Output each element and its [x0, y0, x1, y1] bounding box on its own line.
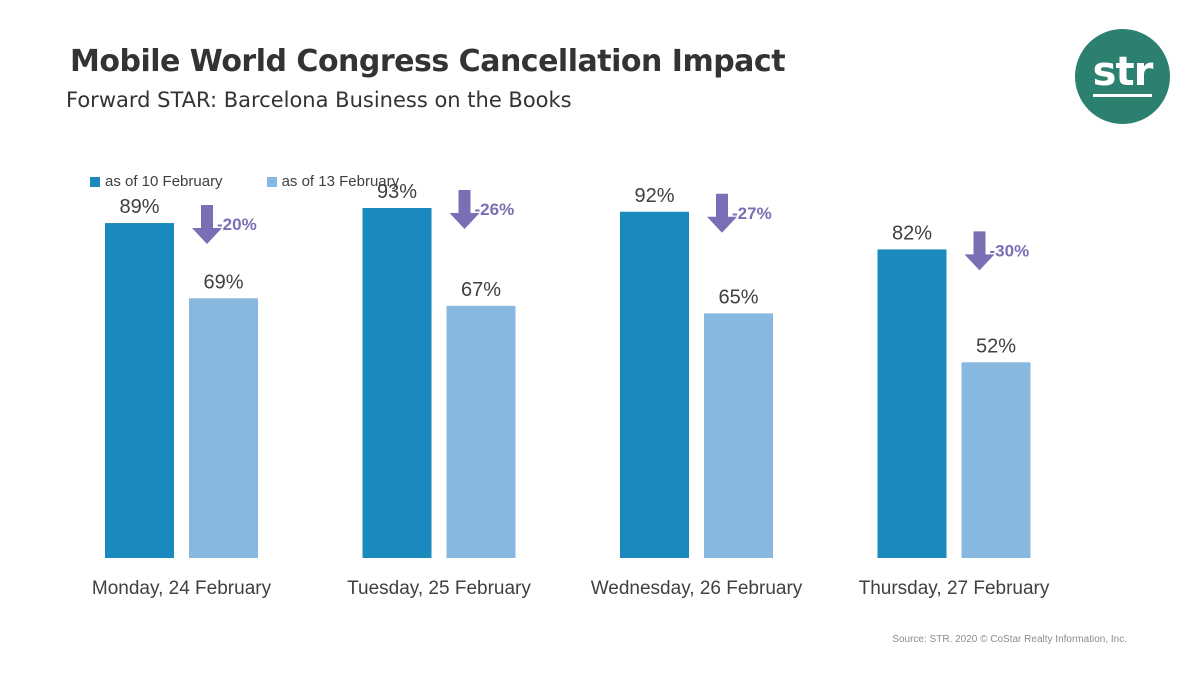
bar-series-2-4 — [961, 362, 1031, 558]
category-label-4: Thursday, 27 February — [859, 578, 1050, 599]
category-label-1: Monday, 24 February — [92, 578, 272, 599]
str-logo-text: str — [1092, 49, 1153, 97]
category-label-3: Wednesday, 26 February — [591, 578, 803, 599]
bar-series-1-4 — [877, 249, 947, 559]
source-note: Source: STR. 2020 © CoStar Realty Inform… — [892, 634, 1127, 645]
bar-series-2-2 — [446, 305, 516, 558]
down-arrow-icon-1 — [192, 205, 222, 245]
change-label-3: -27% — [732, 204, 772, 223]
str-logo: str — [1075, 29, 1170, 124]
data-label-series-2-4: 52% — [976, 335, 1016, 357]
category-label-2: Tuesday, 25 February — [347, 578, 531, 599]
data-label-series-1-4: 82% — [892, 222, 932, 244]
change-label-4: -30% — [990, 241, 1030, 260]
down-arrow-icon-2 — [449, 190, 480, 229]
data-label-series-1-1: 89% — [119, 196, 159, 218]
chart-title: Mobile World Congress Cancellation Impac… — [70, 44, 786, 79]
bar-series-2-3 — [704, 313, 773, 558]
bar-series-1-1 — [105, 223, 174, 558]
legend-item-series-1: as of 10 February — [90, 173, 223, 190]
legend: as of 10 February as of 13 February — [90, 173, 443, 190]
down-arrow-icon-3 — [707, 193, 737, 233]
legend-item-series-2: as of 13 February — [266, 173, 400, 190]
data-label-series-2-1: 69% — [203, 271, 243, 293]
legend-label-series-1: as of 10 February — [105, 173, 223, 190]
change-label-1: -20% — [217, 215, 257, 234]
data-label-series-2-3: 65% — [718, 286, 758, 308]
chart-subtitle: Forward STAR: Barcelona Business on the … — [66, 88, 572, 112]
data-label-series-2-2: 67% — [461, 279, 501, 301]
change-label-2: -26% — [475, 200, 515, 219]
bar-series-1-3 — [620, 211, 689, 559]
data-label-series-1-3: 92% — [634, 185, 674, 207]
bar-series-2-1 — [189, 298, 258, 558]
down-arrow-icon-4 — [964, 231, 995, 271]
legend-label-series-2: as of 13 February — [281, 173, 400, 190]
bar-series-1-2 — [362, 208, 432, 558]
legend-swatch-series-2 — [266, 176, 277, 187]
data-label-series-1-2: 93% — [377, 181, 417, 203]
legend-swatch-series-1 — [90, 176, 100, 187]
